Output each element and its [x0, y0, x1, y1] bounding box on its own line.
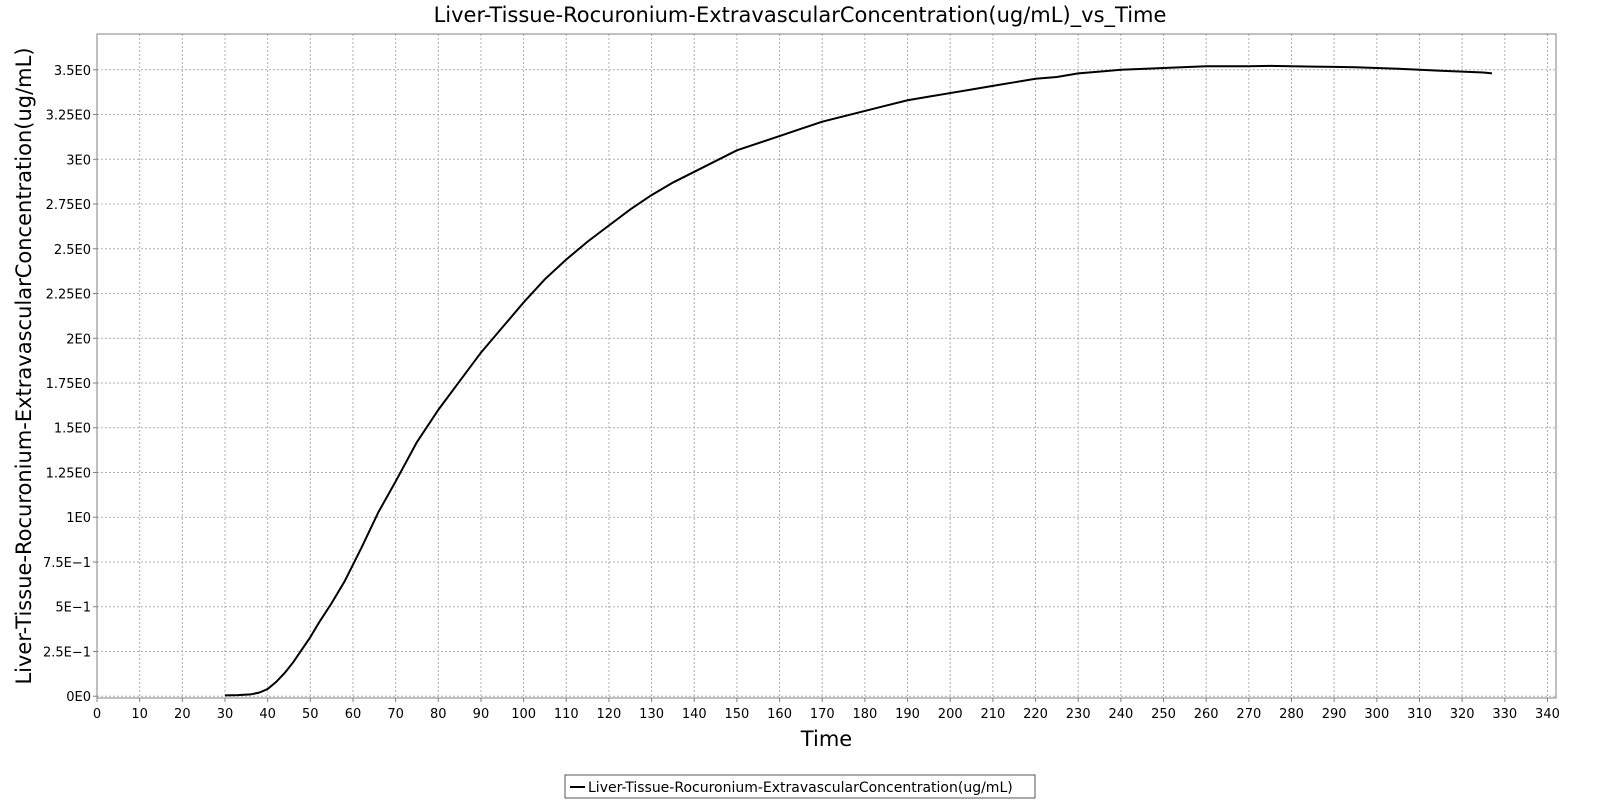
x-tick-label: 240 — [1108, 707, 1133, 722]
y-axis-label: Liver-Tissue-Rocuronium-ExtravascularCon… — [12, 47, 36, 684]
x-tick-label: 280 — [1279, 707, 1304, 722]
series-layer — [224, 64, 1493, 697]
x-tick-label: 340 — [1535, 707, 1560, 722]
x-tick-label: 40 — [259, 707, 276, 722]
y-tick-label: 2.5E0 — [54, 243, 91, 258]
y-tick-label: 1.25E0 — [46, 466, 91, 481]
x-tick-label: 180 — [852, 707, 877, 722]
y-tick-label: 1E0 — [66, 511, 91, 526]
x-tick-label: 120 — [597, 707, 622, 722]
chart-title: Liver-Tissue-Rocuronium-ExtravascularCon… — [434, 3, 1167, 28]
y-tick-label: 2.25E0 — [46, 288, 91, 303]
legend: Liver-Tissue-Rocuronium-ExtravascularCon… — [564, 774, 1036, 799]
x-tick-label: 110 — [554, 707, 579, 722]
legend-label: Liver-Tissue-Rocuronium-ExtravascularCon… — [588, 780, 1013, 796]
x-axis-label: Time — [800, 727, 852, 751]
plot-area — [97, 34, 1556, 698]
x-tick-label: 230 — [1066, 707, 1091, 722]
x-tick-label: 210 — [980, 707, 1005, 722]
y-tick-label: 1.5E0 — [54, 422, 91, 437]
y-tick-label: 3.25E0 — [46, 109, 91, 124]
legend-box — [564, 774, 1036, 799]
x-tick-label: 60 — [345, 707, 362, 722]
x-tick-label: 10 — [131, 707, 148, 722]
x-tick-label: 140 — [682, 707, 707, 722]
x-tick-label: 90 — [473, 707, 490, 722]
x-tick-label: 220 — [1023, 707, 1048, 722]
x-tick-label: 100 — [511, 707, 536, 722]
x-tick-label: 190 — [895, 707, 920, 722]
x-tick-label: 20 — [174, 707, 191, 722]
x-tick-label: 170 — [810, 707, 835, 722]
x-tick-label: 160 — [767, 707, 792, 722]
y-axis-ticks: 0E0 2.5E−1 5E−1 7.5E−1 1E0 1.25E0 1.5E0 1.75E0 2… — [43, 64, 97, 705]
y-tick-label: 0E0 — [66, 690, 91, 705]
y-tick-label: 3.5E0 — [54, 64, 91, 79]
gridlines — [96, 34, 1556, 698]
x-tick-label: 250 — [1151, 707, 1176, 722]
x-axis-ticks: 0 10 20 30 40 50 60 70 80 90 100 110 120 130 140 150 160… — [93, 698, 1560, 722]
x-tick-label: 200 — [938, 707, 963, 722]
y-tick-label: 3E0 — [66, 153, 91, 168]
x-tick-label: 260 — [1194, 707, 1219, 722]
x-tick-label: 320 — [1450, 707, 1475, 722]
x-tick-label: 330 — [1492, 707, 1517, 722]
x-tick-label: 150 — [724, 707, 749, 722]
y-tick-label: 5E−1 — [55, 601, 91, 616]
x-tick-label: 70 — [387, 707, 404, 722]
y-tick-label: 2E0 — [66, 332, 91, 347]
y-tick-label: 2.75E0 — [46, 198, 91, 213]
x-tick-label: 50 — [302, 707, 319, 722]
x-tick-label: 80 — [430, 707, 447, 722]
x-tick-label: 300 — [1364, 707, 1389, 722]
x-tick-label: 130 — [639, 707, 664, 722]
y-tick-label: 7.5E−1 — [43, 556, 91, 571]
x-tick-label: 0 — [93, 707, 101, 722]
x-tick-label: 270 — [1236, 707, 1261, 722]
x-tick-label: 30 — [217, 707, 234, 722]
series-line — [224, 64, 1493, 697]
y-tick-label: 1.75E0 — [46, 377, 91, 392]
y-tick-label: 2.5E−1 — [43, 645, 91, 660]
x-tick-label: 290 — [1322, 707, 1347, 722]
plot-frame — [96, 33, 1557, 699]
x-tick-label: 310 — [1407, 707, 1432, 722]
